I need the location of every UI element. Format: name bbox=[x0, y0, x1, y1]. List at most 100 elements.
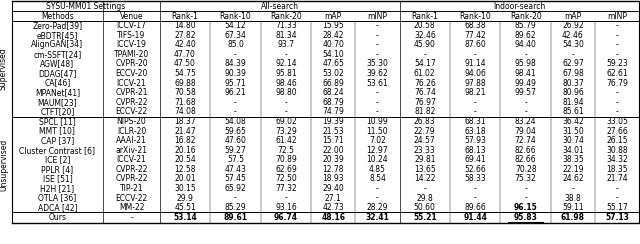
Text: 42.73: 42.73 bbox=[323, 203, 344, 212]
Text: 59.27: 59.27 bbox=[225, 146, 246, 155]
Text: -: - bbox=[474, 184, 477, 193]
Text: 20.54: 20.54 bbox=[174, 155, 196, 164]
Text: CVPR-20: CVPR-20 bbox=[115, 60, 148, 69]
Text: 91.44: 91.44 bbox=[463, 213, 487, 222]
Text: 36.42: 36.42 bbox=[562, 117, 584, 126]
Text: 94.40: 94.40 bbox=[515, 40, 536, 49]
Text: 21.74: 21.74 bbox=[606, 174, 628, 183]
Text: Unsupervised: Unsupervised bbox=[0, 138, 8, 191]
Text: 98.41: 98.41 bbox=[515, 69, 536, 78]
Text: 53.02: 53.02 bbox=[323, 69, 344, 78]
Text: 83.24: 83.24 bbox=[515, 117, 536, 126]
Text: 98.46: 98.46 bbox=[275, 79, 297, 88]
Text: Rank-10: Rank-10 bbox=[220, 12, 252, 21]
Text: 79.04: 79.04 bbox=[515, 126, 536, 135]
Text: 89.61: 89.61 bbox=[223, 213, 248, 222]
Text: 71.33: 71.33 bbox=[275, 21, 297, 30]
Text: 12.97: 12.97 bbox=[367, 146, 388, 155]
Text: Supervised: Supervised bbox=[0, 47, 8, 90]
Text: -: - bbox=[234, 193, 237, 203]
Text: 24.62: 24.62 bbox=[562, 174, 584, 183]
Text: 57.13: 57.13 bbox=[605, 213, 629, 222]
Text: 22.00: 22.00 bbox=[323, 146, 344, 155]
Text: CTFT[20]: CTFT[20] bbox=[40, 107, 75, 116]
Text: -: - bbox=[376, 107, 379, 116]
Text: 53.14: 53.14 bbox=[173, 213, 197, 222]
Text: CVPR-22: CVPR-22 bbox=[115, 174, 148, 183]
Text: 61.98: 61.98 bbox=[561, 213, 585, 222]
Text: CAP [37]: CAP [37] bbox=[41, 136, 74, 145]
Text: -: - bbox=[285, 50, 287, 59]
Text: 73.29: 73.29 bbox=[275, 126, 297, 135]
Text: 20.16: 20.16 bbox=[174, 146, 196, 155]
Text: AlignGAN[34]: AlignGAN[34] bbox=[31, 40, 83, 49]
Text: 61.42: 61.42 bbox=[275, 136, 297, 145]
Text: -: - bbox=[616, 50, 619, 59]
Text: 54.30: 54.30 bbox=[562, 40, 584, 49]
Text: 59.23: 59.23 bbox=[606, 60, 628, 69]
Text: 57.5: 57.5 bbox=[227, 155, 244, 164]
Text: 72.5: 72.5 bbox=[278, 146, 294, 155]
Text: 68.38: 68.38 bbox=[465, 21, 486, 30]
Text: AGW[48]: AGW[48] bbox=[40, 60, 74, 69]
Text: -: - bbox=[474, 50, 477, 59]
Text: 34.01: 34.01 bbox=[562, 146, 584, 155]
Text: 72.74: 72.74 bbox=[515, 136, 536, 145]
Text: 24.57: 24.57 bbox=[414, 136, 436, 145]
Text: 68.13: 68.13 bbox=[465, 146, 486, 155]
Text: 58.33: 58.33 bbox=[465, 174, 486, 183]
Text: 48.16: 48.16 bbox=[321, 213, 345, 222]
Text: H2H [21]: H2H [21] bbox=[40, 184, 74, 193]
Text: 29.40: 29.40 bbox=[323, 184, 344, 193]
Text: 98.21: 98.21 bbox=[465, 88, 486, 97]
Text: -: - bbox=[376, 98, 379, 107]
Text: 96.74: 96.74 bbox=[274, 213, 298, 222]
Text: 63.18: 63.18 bbox=[465, 126, 486, 135]
Text: 76.26: 76.26 bbox=[414, 79, 436, 88]
Text: 95.71: 95.71 bbox=[225, 79, 246, 88]
Text: All-search: All-search bbox=[260, 1, 299, 10]
Text: TPAMI-20: TPAMI-20 bbox=[114, 50, 149, 59]
Text: 23.33: 23.33 bbox=[414, 146, 436, 155]
Text: 55.17: 55.17 bbox=[606, 203, 628, 212]
Text: 30.15: 30.15 bbox=[174, 184, 196, 193]
Text: -: - bbox=[616, 88, 619, 97]
Text: -: - bbox=[376, 184, 379, 193]
Text: 62.69: 62.69 bbox=[275, 165, 297, 174]
Text: 70.58: 70.58 bbox=[174, 88, 196, 97]
Text: ICCV-17: ICCV-17 bbox=[116, 21, 147, 30]
Text: -: - bbox=[376, 21, 379, 30]
Text: 52.66: 52.66 bbox=[465, 165, 486, 174]
Text: Rank-10: Rank-10 bbox=[460, 12, 491, 21]
Text: 59.11: 59.11 bbox=[562, 203, 584, 212]
Text: 99.57: 99.57 bbox=[515, 88, 536, 97]
Text: 55.21: 55.21 bbox=[413, 213, 436, 222]
Text: 85.0: 85.0 bbox=[227, 40, 244, 49]
Text: 90.39: 90.39 bbox=[225, 69, 246, 78]
Text: 96.21: 96.21 bbox=[225, 88, 246, 97]
Text: 91.14: 91.14 bbox=[465, 60, 486, 69]
Text: 84.39: 84.39 bbox=[225, 60, 246, 69]
Text: 21.47: 21.47 bbox=[174, 126, 196, 135]
Text: Rank-20: Rank-20 bbox=[270, 12, 302, 21]
Text: Zero-Pad[39]: Zero-Pad[39] bbox=[33, 21, 83, 30]
Text: 89.62: 89.62 bbox=[515, 31, 536, 40]
Text: -: - bbox=[524, 193, 527, 203]
Text: 16.82: 16.82 bbox=[174, 136, 196, 145]
Text: Rank-20: Rank-20 bbox=[510, 12, 541, 21]
Text: 62.97: 62.97 bbox=[562, 60, 584, 69]
Text: 42.40: 42.40 bbox=[174, 40, 196, 49]
Text: CA[46]: CA[46] bbox=[44, 79, 70, 88]
Text: 71.68: 71.68 bbox=[174, 98, 196, 107]
Text: 85.61: 85.61 bbox=[562, 107, 584, 116]
Text: 50.60: 50.60 bbox=[414, 203, 436, 212]
Text: 57.93: 57.93 bbox=[464, 136, 486, 145]
Text: -: - bbox=[616, 184, 619, 193]
Text: 12.58: 12.58 bbox=[174, 165, 196, 174]
Text: 93.16: 93.16 bbox=[275, 203, 297, 212]
Text: 22.79: 22.79 bbox=[414, 126, 436, 135]
Text: 26.92: 26.92 bbox=[562, 21, 584, 30]
Text: 67.34: 67.34 bbox=[225, 31, 246, 40]
Text: 69.02: 69.02 bbox=[275, 117, 297, 126]
Text: 47.60: 47.60 bbox=[225, 136, 246, 145]
